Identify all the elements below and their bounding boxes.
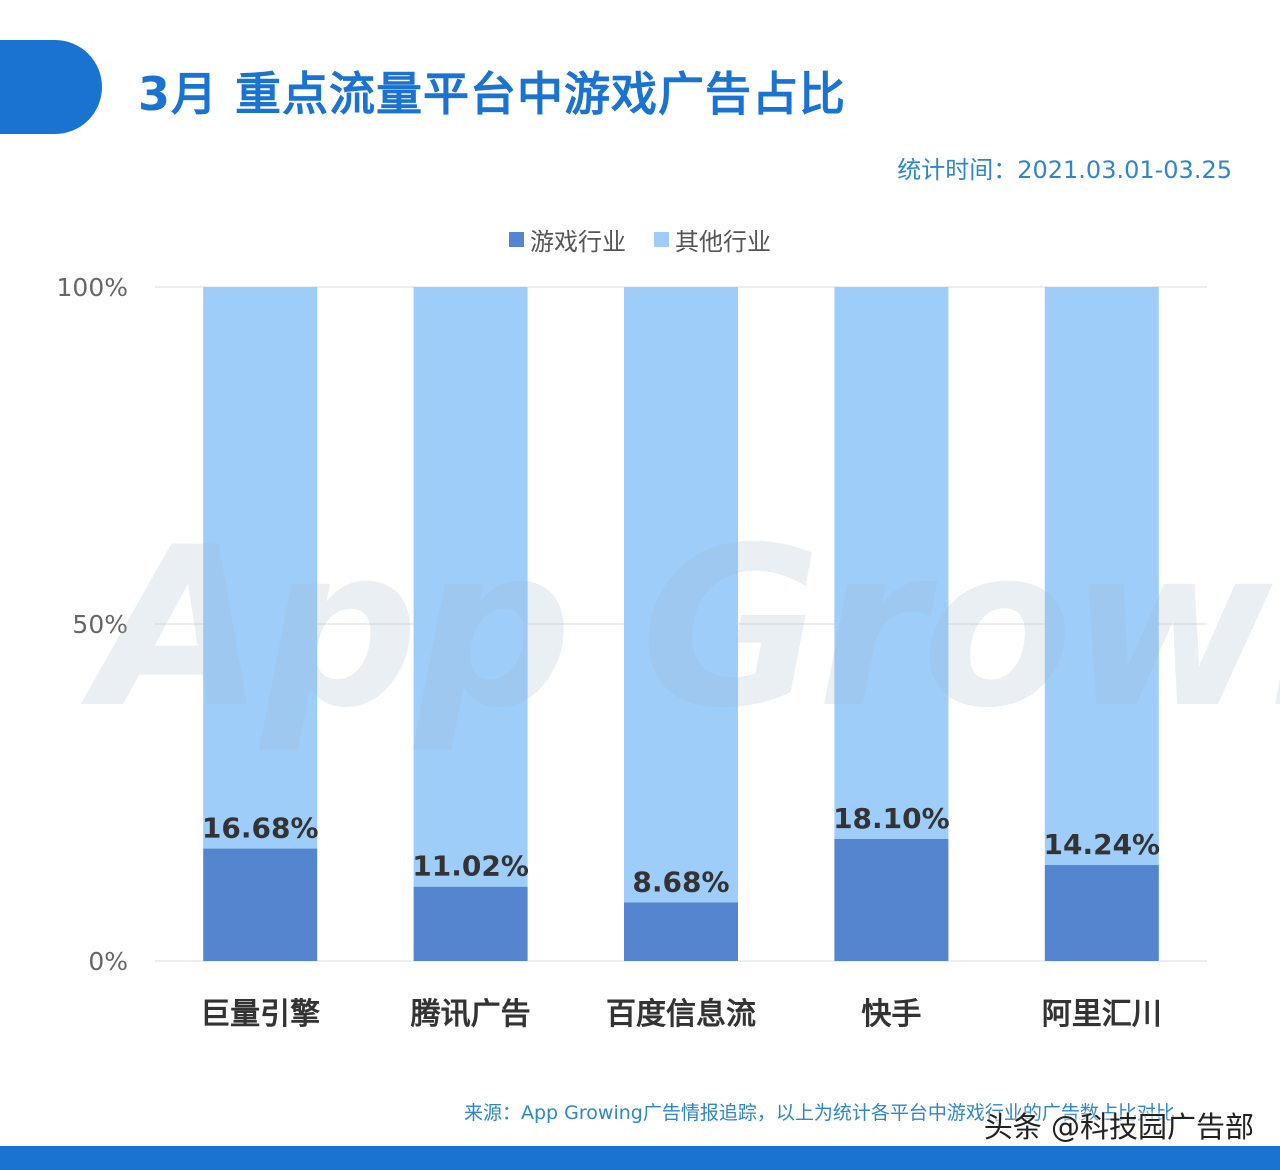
bar-value-label: 11.02%: [412, 850, 529, 883]
bar-game-segment: [624, 902, 738, 961]
credit-watermark: 头条 @科技园广告部: [983, 1110, 1254, 1144]
bar-other-segment: [624, 287, 738, 903]
title-accent-tab: [0, 40, 102, 134]
bar-value-label: 8.68%: [632, 865, 729, 898]
bar-other-segment: [834, 287, 949, 840]
bar-value-label: 18.10%: [833, 802, 950, 835]
legend-swatch-other: [654, 232, 669, 247]
category-label: 腾讯广告: [411, 997, 531, 1032]
bar-value-label: 16.68%: [202, 812, 319, 845]
legend-swatch-game: [509, 232, 524, 247]
legend-label-other: 其他行业: [675, 228, 771, 256]
y-tick-label: 50%: [72, 610, 128, 639]
chart-legend: 游戏行业 其他行业: [0, 222, 1280, 257]
source-note: 来源：App Growing广告情报追踪，以上为统计各平台中游戏行业的广告数占比…: [464, 1102, 1175, 1124]
bar-other-segment: [203, 287, 318, 849]
bar-other-segment: [1044, 287, 1159, 866]
bottom-accent-bar: [0, 1146, 1280, 1170]
stacked-bar-chart: 0% 50% 100% 16.68% 巨量引擎 11.02% 腾讯广告 8.68% 百度信息流 1…: [57, 273, 1207, 1032]
category-label: 阿里汇川: [1042, 997, 1162, 1032]
statistics-period: 统计时间：2021.03.01-03.25: [897, 156, 1232, 184]
bar-game-segment: [834, 839, 949, 961]
page-title: 3月 重点流量平台中游戏广告占比: [138, 67, 847, 121]
y-tick-label: 100%: [57, 273, 128, 302]
category-label: 快手: [861, 997, 921, 1032]
legend-label-game: 游戏行业: [530, 228, 626, 256]
legend-item-game: 游戏行业: [509, 222, 626, 257]
legend-item-other: 其他行业: [654, 222, 771, 257]
category-label: 百度信息流: [606, 997, 756, 1032]
category-label: 巨量引擎: [200, 997, 320, 1032]
bar-other-segment: [413, 287, 528, 887]
bar-game-segment: [413, 886, 528, 961]
y-tick-label: 0%: [88, 947, 128, 976]
bar-game-segment: [203, 848, 318, 961]
bar-game-segment: [1044, 865, 1159, 961]
bar-value-label: 14.24%: [1043, 828, 1160, 861]
